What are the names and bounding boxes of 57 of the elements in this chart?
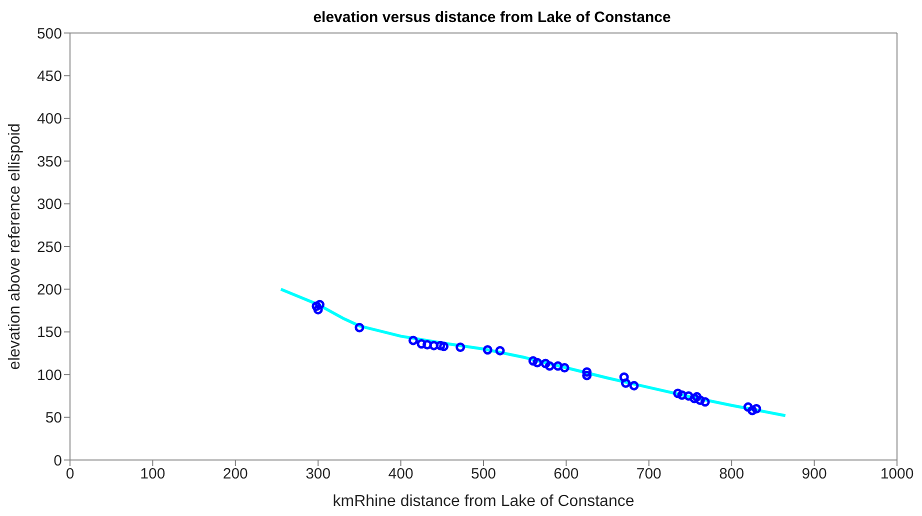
point <box>620 378 630 388</box>
point <box>422 340 432 350</box>
point <box>582 370 592 380</box>
x-tick-label: 300 <box>306 466 331 483</box>
point <box>482 345 492 355</box>
y-tick-label: 100 <box>36 366 62 384</box>
point <box>495 346 505 356</box>
point <box>748 406 758 416</box>
point <box>700 397 710 407</box>
x-tick-label: 500 <box>470 466 496 483</box>
point <box>528 356 538 366</box>
y-tick-label: 350 <box>36 153 62 170</box>
x-axis-title: kmRhine distance from Lake of Constance <box>332 493 634 510</box>
y-tick-label: 0 <box>54 452 62 470</box>
y-tick-label: 500 <box>36 25 62 42</box>
point <box>752 404 762 414</box>
x-tick-label: 100 <box>140 466 166 483</box>
point <box>619 372 629 382</box>
point <box>315 300 325 310</box>
point <box>429 340 439 350</box>
x-tick-label: 900 <box>802 466 827 483</box>
point <box>684 391 694 401</box>
point <box>312 302 322 312</box>
point <box>677 390 687 400</box>
point <box>354 322 364 332</box>
point <box>456 342 466 352</box>
y-tick-label: 450 <box>36 68 62 86</box>
y-tick-label: 300 <box>36 196 62 214</box>
point <box>540 358 550 368</box>
point <box>553 361 563 371</box>
y-tick-label: 200 <box>36 282 62 299</box>
point <box>313 304 323 314</box>
point <box>416 339 426 349</box>
chart-title: elevation versus distance from Lake of Constance <box>313 9 671 26</box>
y-tick-label: 250 <box>36 238 62 256</box>
point <box>532 358 542 368</box>
point <box>673 388 683 398</box>
point <box>743 402 753 412</box>
y-axis-title: elevation above reference ellispoid <box>6 123 24 370</box>
x-tick-label: 0 <box>66 466 74 483</box>
point <box>544 361 554 371</box>
point <box>629 380 639 390</box>
point <box>408 336 418 346</box>
y-tick-label: 150 <box>36 324 62 342</box>
x-tick-label: 400 <box>388 466 414 483</box>
y-tick-label: 400 <box>36 110 62 128</box>
point <box>439 342 449 352</box>
x-tick-label: 800 <box>719 466 744 483</box>
x-tick-label: 200 <box>222 466 248 483</box>
y-tick-label: 50 <box>45 410 62 427</box>
x-tick-label: 600 <box>554 466 579 483</box>
point <box>436 340 446 350</box>
x-tick-label: 700 <box>636 466 662 483</box>
point <box>582 367 592 377</box>
x-tick-label: 1000 <box>880 466 914 483</box>
point <box>692 392 702 402</box>
point <box>560 363 570 373</box>
